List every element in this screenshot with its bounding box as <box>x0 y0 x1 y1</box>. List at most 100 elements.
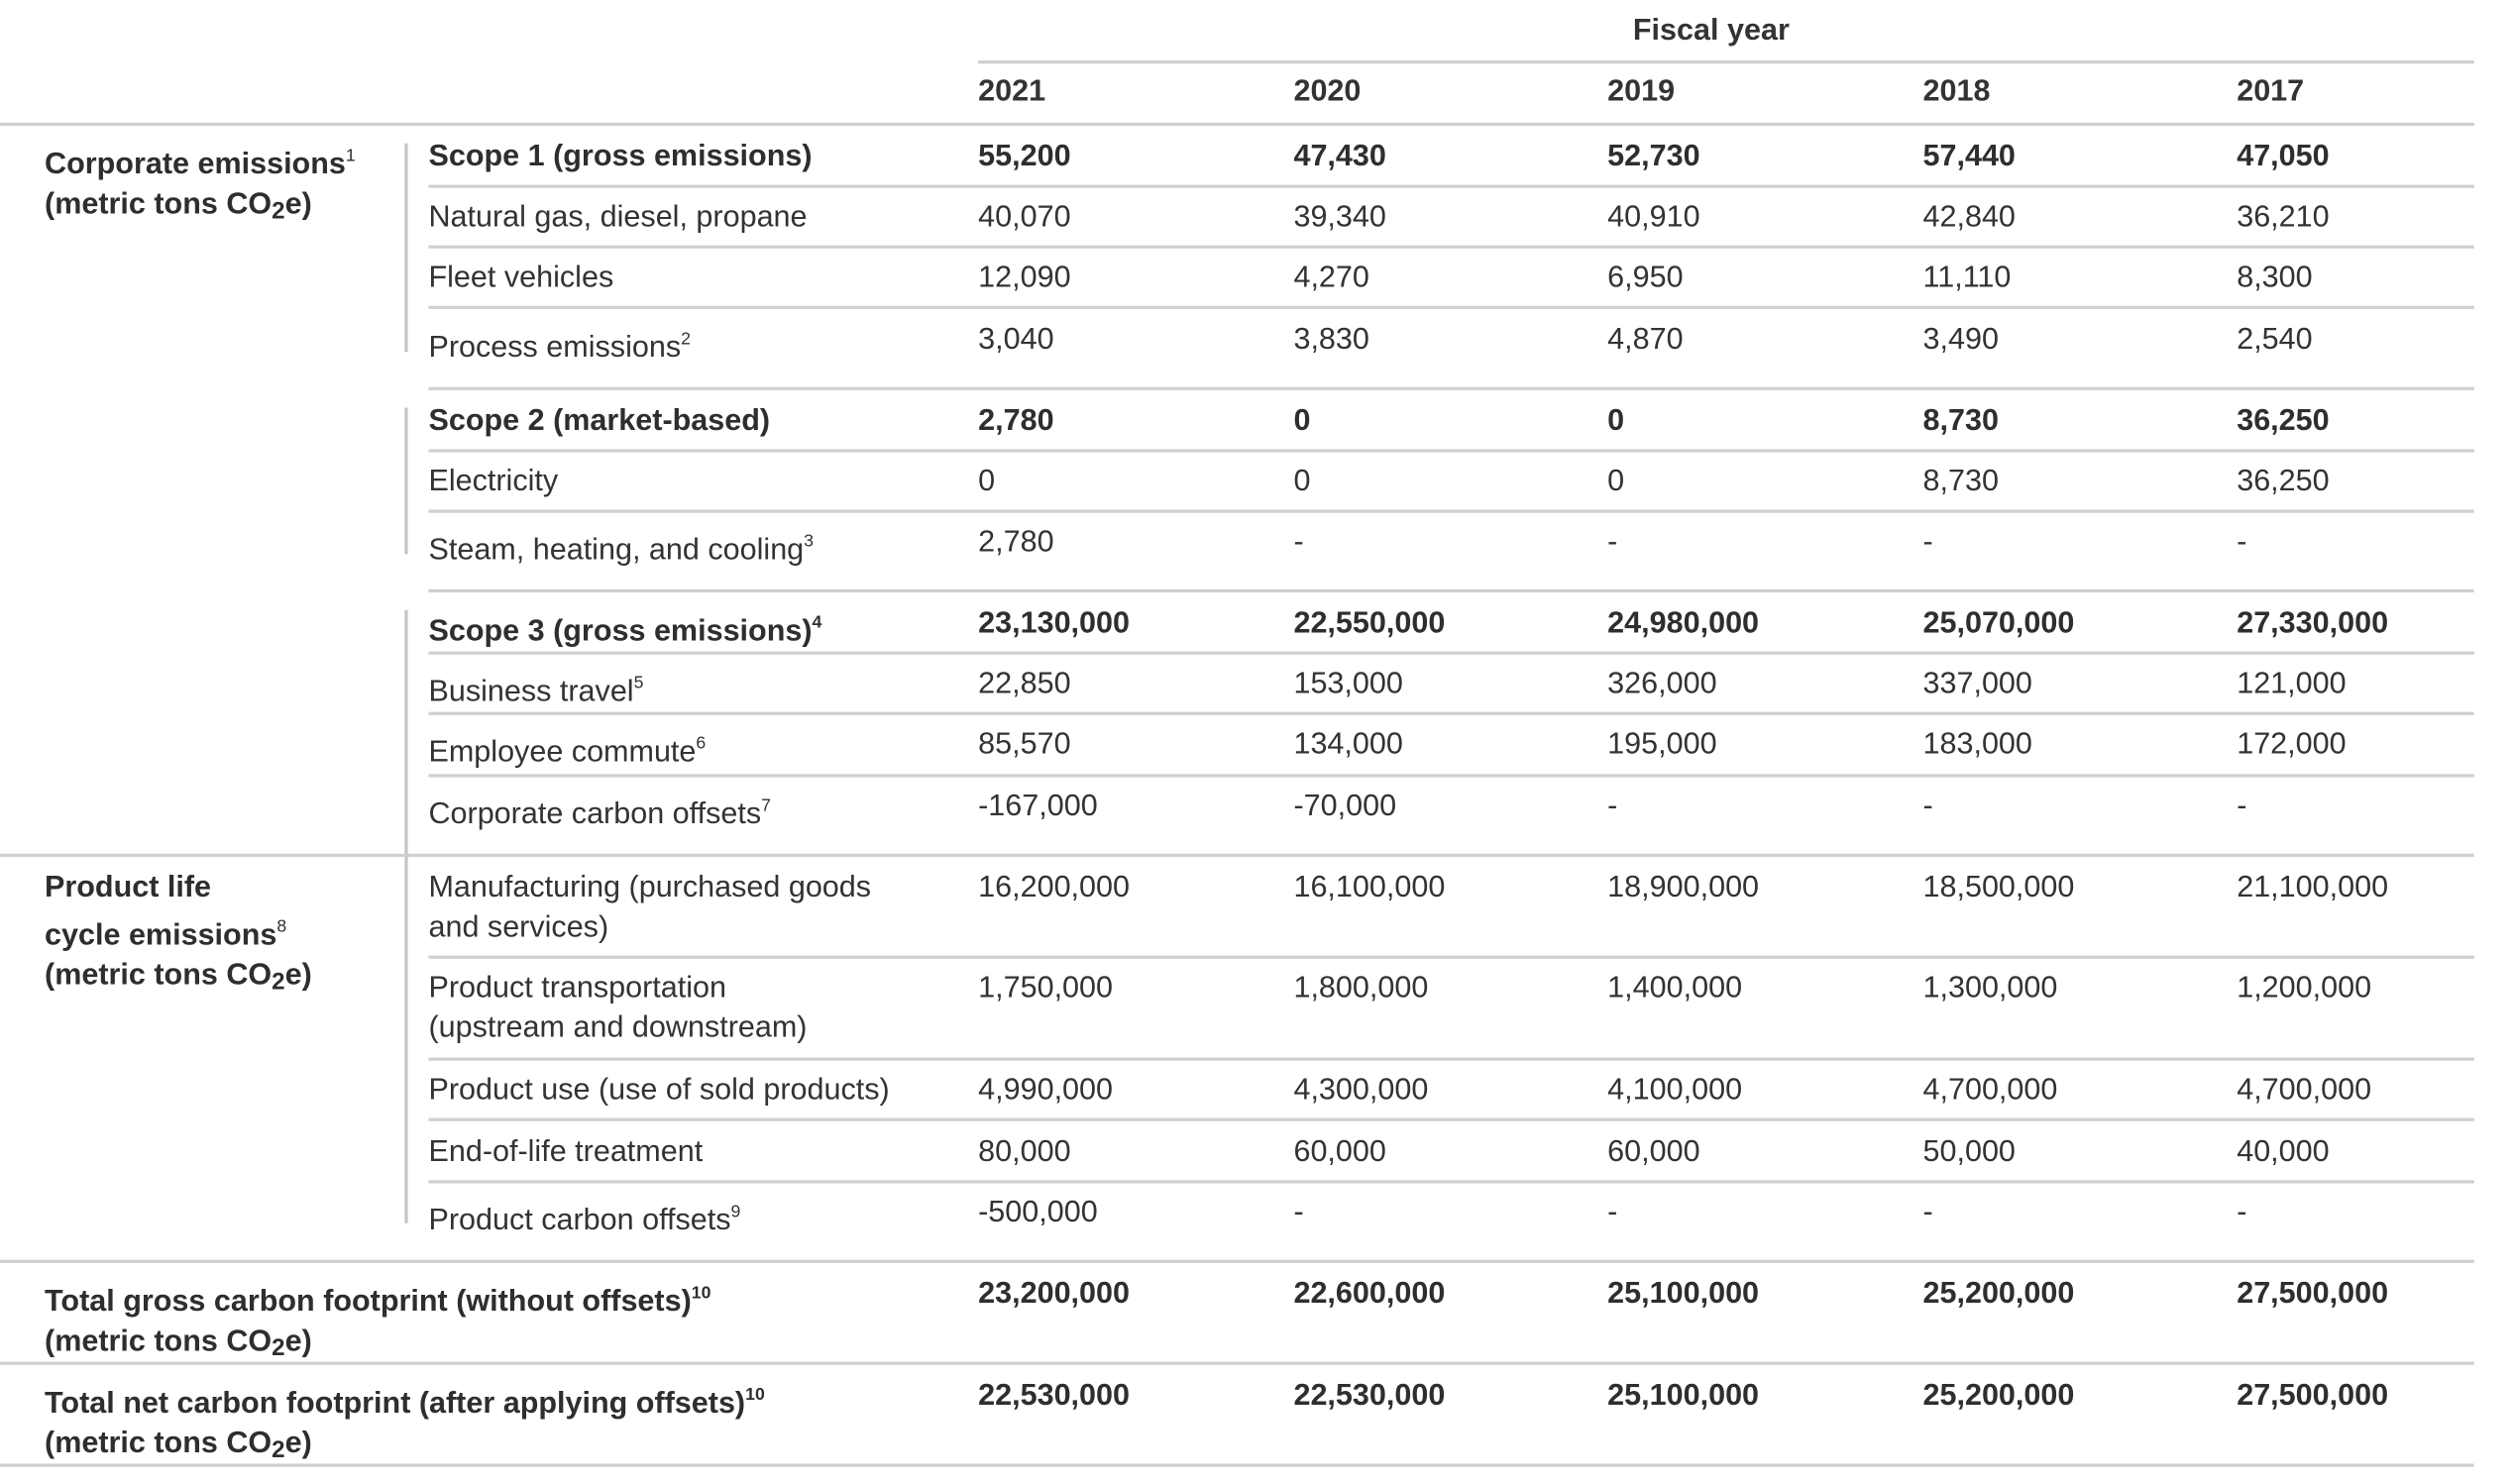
total-unit-suffix: e) <box>284 1325 312 1359</box>
year-header-2019: 2019 <box>1607 74 1676 109</box>
cell-value: 25,070,000 <box>1922 606 2075 641</box>
row-label-end-of-life: End-of-life treatment <box>428 1135 704 1170</box>
section-divider <box>0 853 2474 857</box>
row-label-text: Process emissions <box>428 331 682 366</box>
footnote-marker: 1 <box>345 146 356 166</box>
row-label-text-line2: and services) <box>428 910 609 945</box>
row-label-scope1: Scope 1 (gross emissions) <box>428 137 812 176</box>
footnote-marker: 9 <box>730 1202 741 1222</box>
row-label-process-emissions: Process emissions2 <box>428 320 690 368</box>
cell-value: 1,200,000 <box>2237 971 2372 1006</box>
row-label-text: Scope 1 (gross emissions) <box>428 140 813 174</box>
cell-value: 25,100,000 <box>1607 1277 1760 1312</box>
cell-value: 172,000 <box>2237 727 2347 762</box>
cell-value: 4,700,000 <box>1922 1073 2058 1108</box>
cell-value: 183,000 <box>1922 727 2032 762</box>
section-divider <box>0 1259 2474 1263</box>
cell-value: 337,000 <box>1922 667 2032 701</box>
year-header-2020: 2020 <box>1293 74 1362 109</box>
subscript-two: 2 <box>272 197 285 225</box>
row-label-steam-heating-cooling: Steam, heating, and cooling3 <box>428 522 814 570</box>
cell-value: 60,000 <box>1293 1135 1386 1170</box>
row-label-fleet-vehicles: Fleet vehicles <box>428 261 614 295</box>
cell-value: 40,910 <box>1607 200 1700 235</box>
cell-value: 8,300 <box>2237 261 2313 295</box>
group-label-product-line1: Product life <box>45 871 212 905</box>
cell-value: 27,330,000 <box>2237 606 2389 641</box>
cell-value: 22,600,000 <box>1293 1277 1446 1312</box>
footnote-marker: 7 <box>761 795 771 816</box>
cell-value: 0 <box>1293 404 1311 439</box>
group-label-product-line2: cycle emissions <box>45 918 277 953</box>
scope1-block-divider <box>404 143 407 353</box>
cell-value: 326,000 <box>1607 667 1717 701</box>
footnote-marker: 3 <box>804 531 815 552</box>
cell-value: 0 <box>1607 404 1625 439</box>
group-unit-suffix: e) <box>284 187 312 222</box>
row-label-text: Steam, heating, and cooling <box>428 533 805 568</box>
cell-value: 27,500,000 <box>2237 1277 2389 1312</box>
row-label-employee-commute: Employee commute6 <box>428 725 706 773</box>
row-divider <box>428 1057 2474 1060</box>
cell-value: 47,050 <box>2237 140 2330 174</box>
cell-value: 36,210 <box>2237 200 2330 235</box>
row-label-product-transportation: Product transportation (upstream and down… <box>428 968 807 1047</box>
cell-value: 22,530,000 <box>1293 1379 1446 1414</box>
cell-value: 2,780 <box>978 404 1054 439</box>
row-divider <box>428 1117 2474 1121</box>
group-unit-text: (metric tons CO <box>45 187 273 222</box>
cell-value: - <box>1607 525 1618 560</box>
row-label-text: Employee commute <box>428 735 697 770</box>
cell-value: -70,000 <box>1293 790 1397 824</box>
total-unit-suffix: e) <box>284 1427 312 1461</box>
cell-value: 18,900,000 <box>1607 871 1760 905</box>
group-label-product: Product life cycle emissions8 (metric to… <box>45 868 312 1002</box>
cell-value: 6,950 <box>1607 261 1684 295</box>
block-divider <box>428 386 2474 390</box>
total-unit-text: (metric tons CO <box>45 1325 273 1359</box>
row-divider <box>428 651 2474 654</box>
cell-value: 3,490 <box>1922 323 1999 358</box>
cell-value: 11,110 <box>1922 261 2012 295</box>
group-unit-suffix: e) <box>284 958 312 993</box>
cell-value: 1,300,000 <box>1922 971 2058 1006</box>
scope2-block-divider <box>404 407 407 555</box>
row-label-product-carbon-offsets: Product carbon offsets9 <box>428 1193 740 1240</box>
cell-value: 57,440 <box>1922 140 2016 174</box>
product-block-divider <box>404 855 407 1223</box>
cell-value: 22,530,000 <box>978 1379 1131 1414</box>
cell-value: - <box>2237 1196 2247 1230</box>
footnote-marker: 5 <box>633 674 644 693</box>
cell-value: - <box>1293 525 1304 560</box>
row-label-product-use: Product use (use of sold products) <box>428 1073 890 1108</box>
year-header-2017: 2017 <box>2237 74 2305 109</box>
subscript-two: 2 <box>272 968 285 996</box>
row-label-business-travel: Business travel5 <box>428 664 643 711</box>
cell-value: 121,000 <box>2237 667 2347 701</box>
footnote-marker: 8 <box>276 917 287 937</box>
row-divider <box>428 245 2474 248</box>
row-label-text: Scope 3 (gross emissions) <box>428 614 813 649</box>
cell-value: 12,090 <box>978 261 1071 295</box>
cell-value: 23,130,000 <box>978 606 1131 641</box>
cell-value: 8,730 <box>1922 465 1999 499</box>
cell-value: 153,000 <box>1293 667 1403 701</box>
row-label-natural-gas: Natural gas, diesel, propane <box>428 200 808 235</box>
total-gross-label: Total gross carbon footprint (without of… <box>45 1274 710 1368</box>
cell-value: 2,780 <box>978 525 1054 560</box>
cell-value: 16,200,000 <box>978 871 1131 905</box>
cell-value: 50,000 <box>1922 1135 2016 1170</box>
row-divider <box>428 184 2474 187</box>
fiscal-year-divider <box>978 60 2474 63</box>
row-label-scope3: Scope 3 (gross emissions)4 <box>428 603 821 651</box>
row-divider <box>428 711 2474 715</box>
row-divider <box>428 955 2474 959</box>
cell-value: 4,870 <box>1607 323 1684 358</box>
cell-value: 39,340 <box>1293 200 1386 235</box>
cell-value: 4,990,000 <box>978 1073 1114 1108</box>
footnote-marker: 10 <box>745 1385 765 1405</box>
row-divider <box>428 305 2474 309</box>
cell-value: 40,000 <box>2237 1135 2330 1170</box>
row-label-text: Product carbon offsets <box>428 1204 731 1238</box>
